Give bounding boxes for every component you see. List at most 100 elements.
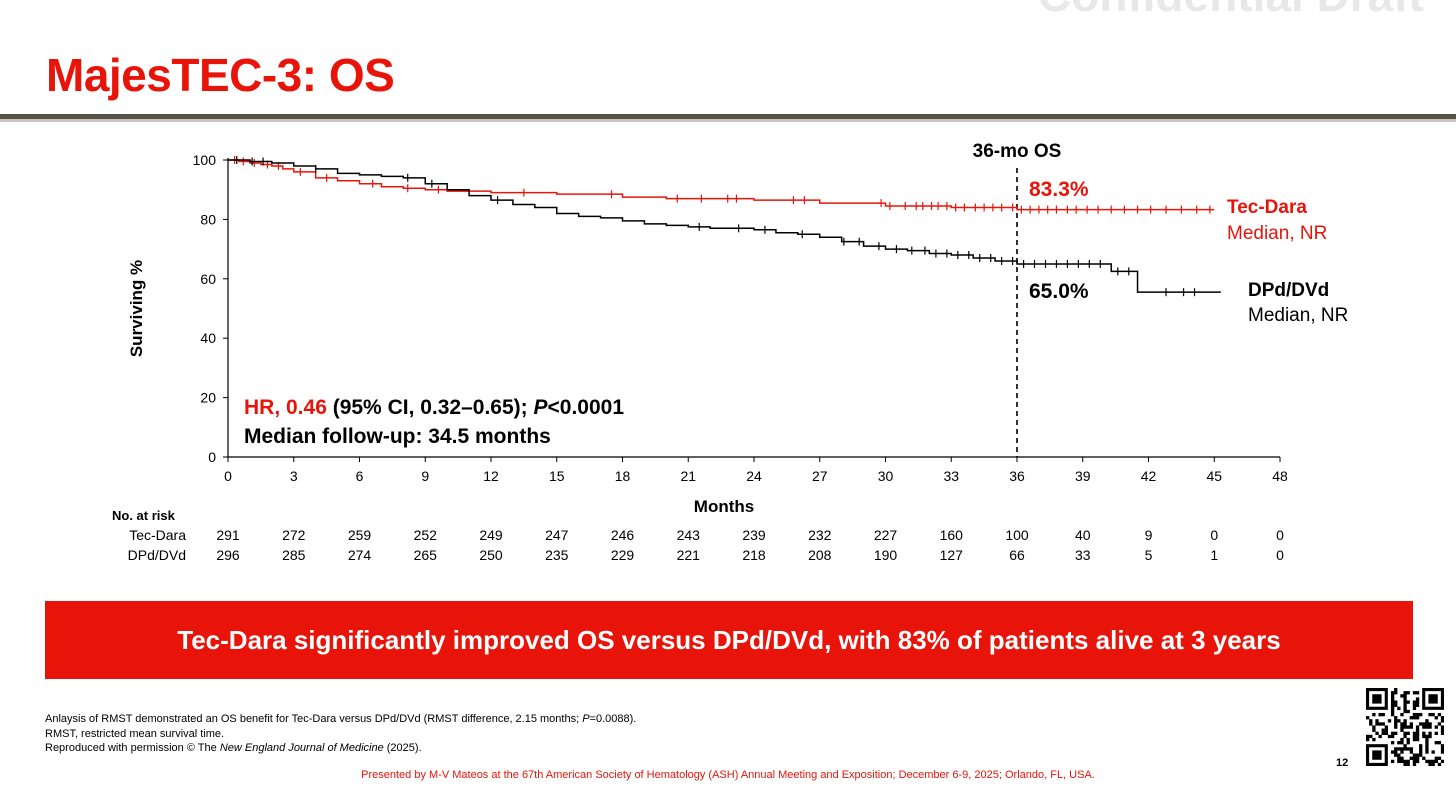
reference-line-label: 36-mo OS [973,141,1062,162]
qr-module [1409,716,1413,720]
qr-code-icon[interactable] [1366,688,1444,766]
qr-module [1437,712,1442,717]
qr-module [1428,734,1432,739]
qr-module [1400,750,1404,754]
x-tick-label: 36 [1009,468,1025,484]
risk-table-row-label: Tec-Dara [129,527,186,543]
qr-module [1403,700,1407,704]
qr-module [1390,712,1395,717]
hazard-ratio-text: HR, 0.46 (95% CI, 0.32–0.65); P<0.0001 [244,396,624,419]
title-divider [0,114,1456,119]
x-tick-label: 18 [615,468,631,484]
qr-module [1390,694,1395,698]
qr-module [1415,697,1420,701]
risk-table-cell: 243 [677,527,701,543]
x-tick-label: 30 [878,468,894,484]
qr-finder-center [1372,750,1382,760]
qr-module [1381,728,1385,732]
qr-module [1415,703,1420,707]
footnote-rmst-definition: RMST, restricted mean survival time. [45,727,225,740]
risk-table-cell: 33 [1075,547,1091,563]
qr-module [1394,747,1398,751]
qr-module [1415,691,1420,695]
qr-module [1412,716,1417,720]
x-tick-label: 6 [356,468,364,484]
risk-table-cell: 229 [611,547,635,563]
qr-module [1409,722,1413,726]
qr-module [1425,734,1429,739]
risk-table-cell: 1 [1210,547,1218,563]
qr-module [1366,716,1370,720]
qr-module [1372,728,1376,732]
qr-module [1369,722,1373,726]
qr-module [1409,725,1413,729]
landmark-label-dpd-dvd: 65.0% [1029,280,1089,303]
series-median-dpd-dvd: Median, NR [1248,305,1348,326]
qr-module [1434,731,1438,735]
qr-module [1400,741,1404,745]
qr-module [1390,697,1395,701]
qr-finder-center [1372,694,1382,704]
qr-module [1412,753,1417,757]
confidential-watermark: Confidential Draft [1038,0,1424,18]
risk-table-cell: 9 [1145,527,1153,543]
qr-module [1422,722,1426,726]
qr-module [1406,759,1410,764]
qr-module [1415,756,1420,760]
series-median-tec-dara: Median, NR [1227,223,1327,244]
qr-module [1412,700,1417,704]
qr-module [1406,762,1410,766]
qr-module [1440,716,1444,720]
qr-module [1375,722,1379,726]
qr-module [1425,744,1429,748]
conclusion-banner: Tec-Dara significantly improved OS versu… [45,601,1413,679]
risk-table-cell: 265 [414,547,438,563]
qr-module [1428,731,1432,735]
x-axis-title: Months [694,497,754,516]
title-divider-shadow [0,119,1456,122]
x-tick-label: 39 [1075,468,1091,484]
qr-module [1412,762,1417,766]
qr-module [1440,759,1444,764]
qr-module [1387,719,1392,723]
qr-module [1437,741,1442,745]
risk-table-cell: 259 [348,527,372,543]
y-axis-title: Surviving % [127,260,146,357]
qr-module [1403,734,1407,739]
landmark-label-tec-dara: 83.3% [1029,178,1089,201]
qr-module [1431,712,1435,717]
x-tick-label: 33 [943,468,959,484]
qr-module [1412,703,1417,707]
qr-module [1403,759,1407,764]
qr-module [1372,712,1376,717]
qr-module [1440,728,1444,732]
hazard-ratio-part: (95% CI, 0.32–0.65); [327,396,534,419]
qr-module [1384,731,1389,735]
risk-table-cell: 239 [742,527,766,543]
qr-module [1397,756,1401,760]
qr-module [1415,725,1420,729]
qr-module [1394,700,1398,704]
qr-module [1419,744,1423,748]
qr-module [1397,706,1401,711]
qr-module [1415,731,1420,735]
qr-module [1415,728,1420,732]
qr-module [1425,747,1429,751]
qr-module [1372,725,1376,729]
qr-module [1440,747,1444,751]
qr-module [1390,691,1395,695]
median-followup-text: Median follow-up: 34.5 months [244,425,551,448]
x-tick-label: 12 [483,468,499,484]
risk-table-title: No. at risk [112,508,176,523]
qr-module [1412,712,1417,717]
qr-module [1425,725,1429,729]
qr-module [1431,762,1435,766]
qr-module [1403,706,1407,711]
qr-module [1397,719,1401,723]
x-tick-label: 24 [746,468,762,484]
qr-module [1400,728,1404,732]
y-tick-label: 20 [200,390,216,406]
qr-module [1400,712,1404,717]
qr-module [1425,759,1429,764]
qr-module [1440,731,1444,735]
